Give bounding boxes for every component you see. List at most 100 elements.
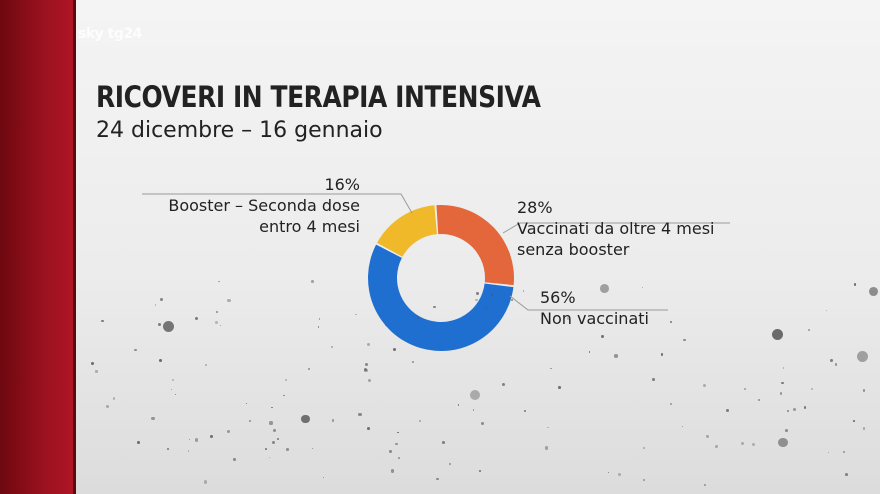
leader-booster [142, 193, 413, 214]
donut-slices [368, 205, 514, 352]
speckle [547, 427, 549, 429]
label-booster-line1: Booster – Seconda dose [168, 196, 360, 215]
speckle [501, 382, 506, 386]
speckle [771, 329, 784, 341]
speckle [825, 309, 827, 311]
speckle [318, 318, 320, 320]
speckle [106, 404, 110, 408]
speckle [248, 419, 251, 422]
speckle [95, 370, 98, 373]
speckle [835, 363, 838, 366]
speckle [398, 456, 401, 459]
label-booster-line2: entro 4 mesi [259, 217, 360, 236]
speckle [307, 367, 311, 371]
speckle [787, 410, 789, 412]
speckle [843, 451, 846, 453]
speckle [784, 429, 788, 432]
speckle [271, 441, 275, 445]
speckle [782, 367, 785, 369]
speckle [215, 311, 218, 313]
speckle [868, 286, 878, 296]
speckle [845, 472, 849, 476]
leader-vaccinati [502, 222, 730, 234]
speckle [331, 419, 335, 422]
slice-vaccinati-senza-booster [436, 205, 514, 286]
speckle [779, 392, 783, 395]
speckle [246, 402, 248, 404]
speckle [210, 435, 214, 438]
speckle [137, 441, 140, 444]
speckle [355, 313, 357, 316]
speckle [758, 398, 761, 401]
speckle [391, 469, 395, 473]
speckle [157, 322, 162, 327]
label-vaccinati-line1: Vaccinati da oltre 4 mesi [517, 219, 715, 238]
speckle [167, 447, 170, 450]
speckle [741, 442, 744, 445]
speckle [285, 378, 288, 381]
speckle [317, 326, 320, 329]
label-non-vaccinati-line1: Non vaccinati [540, 309, 649, 328]
speckle [778, 437, 788, 448]
speckle [214, 320, 218, 324]
speckle [433, 305, 436, 309]
speckle [683, 338, 686, 342]
speckle [480, 422, 485, 426]
speckle [232, 458, 236, 461]
speckle [803, 406, 807, 409]
speckle [194, 317, 198, 321]
speckle [811, 388, 814, 391]
leader-lines [142, 193, 730, 311]
speckle [641, 286, 643, 288]
speckle [269, 456, 271, 458]
speckle [449, 462, 452, 465]
speckle [392, 347, 397, 351]
brand-side-bar [0, 0, 76, 494]
speckle [706, 435, 709, 438]
speckle [853, 420, 855, 422]
speckle [479, 469, 482, 472]
speckle [365, 362, 369, 366]
speckle [189, 439, 191, 441]
speckle [395, 442, 398, 446]
speckle [273, 429, 276, 432]
speckle [367, 343, 371, 347]
speckle [151, 416, 155, 421]
speckle [588, 351, 590, 353]
speckle [491, 294, 493, 296]
speckle [792, 407, 796, 411]
speckle [396, 431, 399, 434]
speckle [389, 449, 393, 453]
label-vaccinati-value: 28% [517, 198, 553, 217]
label-booster: 16% Booster – Seconda dose entro 4 mesi [168, 174, 360, 237]
speckle [163, 320, 175, 332]
speckle [134, 349, 137, 352]
speckle [475, 292, 479, 295]
speckle [358, 412, 362, 416]
speckle [566, 317, 569, 320]
speckle [227, 298, 231, 303]
speckle [704, 483, 707, 486]
label-vaccinati-line2: senza booster [517, 240, 630, 259]
speckle [862, 426, 866, 430]
speckle [715, 445, 718, 448]
speckle [600, 284, 610, 293]
speckle [511, 299, 513, 301]
speckle [368, 379, 372, 383]
leader-non-vaccinati [509, 295, 668, 311]
speckle [411, 360, 414, 363]
speckle [385, 324, 387, 327]
speckle [269, 421, 273, 425]
speckle [226, 429, 230, 433]
speckle [522, 290, 525, 293]
speckle [703, 384, 707, 388]
speckle [830, 358, 834, 362]
speckle [187, 450, 190, 452]
speckle [681, 425, 684, 428]
speckle [457, 404, 459, 406]
slice-booster [377, 205, 438, 257]
label-non-vaccinati-value: 56% [540, 288, 576, 307]
speckle [203, 480, 207, 484]
speckle [323, 476, 325, 478]
